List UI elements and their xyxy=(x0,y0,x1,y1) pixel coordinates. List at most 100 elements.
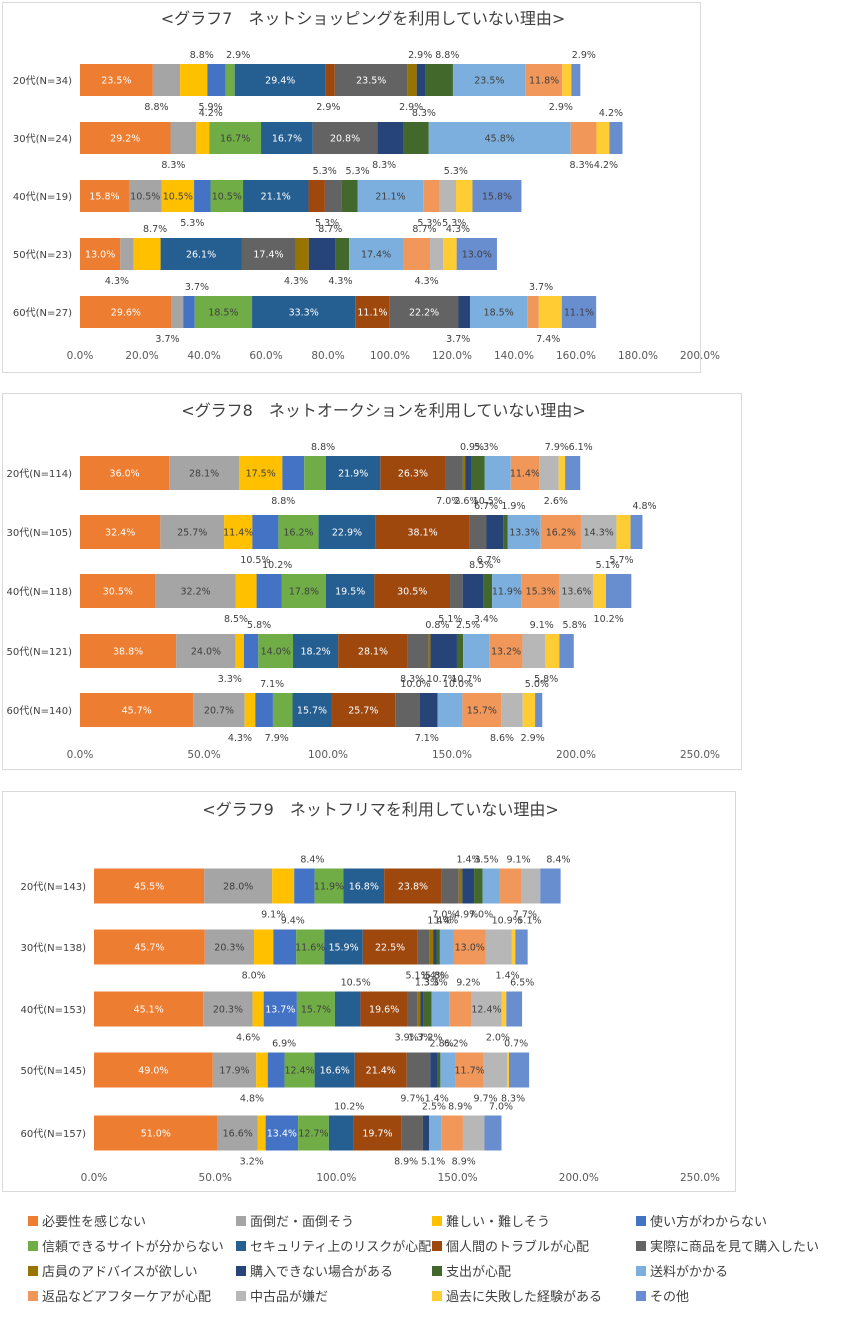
bar-segment xyxy=(357,180,424,212)
category-label: 20代(N=114) xyxy=(7,468,73,480)
data-label: 11.7% xyxy=(455,1066,485,1077)
legend-swatch xyxy=(432,1216,442,1226)
data-label: 5.3% xyxy=(444,166,468,177)
data-label: 3.9% xyxy=(395,1033,419,1044)
data-label: 10.5% xyxy=(341,978,371,989)
data-label: 17.4% xyxy=(361,250,391,261)
bar-segment xyxy=(375,515,470,549)
data-label: 7.9% xyxy=(545,442,569,453)
bar-segment xyxy=(255,693,273,727)
data-label: 7.1% xyxy=(260,679,284,690)
data-label: 5.3% xyxy=(474,442,498,453)
bar-segment xyxy=(417,991,421,1027)
data-label: 9.1% xyxy=(506,855,530,866)
bar-segment xyxy=(545,634,560,668)
data-label: 1.4% xyxy=(427,916,451,927)
bar-segment xyxy=(296,991,335,1027)
data-label: 12.4% xyxy=(284,1066,314,1077)
bar-segment xyxy=(535,693,543,727)
data-label: 17.9% xyxy=(219,1066,249,1077)
bar-segment xyxy=(456,238,497,270)
bar-segment xyxy=(252,515,279,549)
bar-segment xyxy=(593,574,607,608)
data-label: 5.8% xyxy=(247,620,271,631)
data-label: 10.5% xyxy=(212,192,242,203)
bar-segment xyxy=(243,634,259,668)
bar-segment xyxy=(428,1115,442,1151)
bar-segment xyxy=(389,296,459,328)
data-label: 15.7% xyxy=(467,706,497,717)
data-label: 5.1% xyxy=(517,916,541,927)
data-label: 5.1% xyxy=(438,614,462,625)
bar-segment xyxy=(225,64,235,96)
data-label: 25.7% xyxy=(348,706,378,717)
data-label: 13.4% xyxy=(267,1129,297,1140)
bar-segment xyxy=(80,238,121,270)
data-label: 8.4% xyxy=(546,855,570,866)
data-label: 7.0% xyxy=(489,1102,513,1113)
data-label: 8.8% xyxy=(144,102,168,113)
data-label: 4.3% xyxy=(446,224,470,235)
bar-segment xyxy=(420,991,424,1027)
data-label: 10.7% xyxy=(427,674,457,685)
x-tick-label: 200.0% xyxy=(556,749,596,761)
bar-segment xyxy=(469,515,487,549)
bar-segment xyxy=(571,64,581,96)
bar-segment xyxy=(80,634,177,668)
data-label: 11.4% xyxy=(510,469,540,480)
data-label: 4.2% xyxy=(594,160,618,171)
data-label: 9.2% xyxy=(456,978,480,989)
legend-swatch xyxy=(432,1266,442,1276)
legend-swatch xyxy=(432,1241,442,1251)
data-label: 45.5% xyxy=(134,882,164,893)
data-label: 21.1% xyxy=(261,192,291,203)
bar-segment xyxy=(511,929,516,965)
data-label: 2.6% xyxy=(454,496,478,507)
data-label: 23.5% xyxy=(101,76,131,87)
bar-segment xyxy=(272,693,293,727)
data-label: 5.3% xyxy=(345,166,369,177)
data-label: 5.3% xyxy=(313,166,337,177)
data-label: 6.2% xyxy=(444,1039,468,1050)
data-label: 5.9% xyxy=(198,102,222,113)
category-label: 20代(N=34) xyxy=(13,75,72,87)
data-label: 15.3% xyxy=(526,587,556,598)
legend-label: 送料がかかる xyxy=(650,1265,728,1280)
legend-label: 難しい・難しそう xyxy=(446,1215,550,1230)
bar-segment xyxy=(482,868,500,904)
data-label: 5.0% xyxy=(525,679,549,690)
data-label: 21.1% xyxy=(375,192,405,203)
data-label: 11.1% xyxy=(357,308,387,319)
bar-segment xyxy=(407,634,429,668)
data-label: 13.7% xyxy=(265,1005,295,1016)
data-label: 28.1% xyxy=(358,647,388,658)
bar-segment xyxy=(325,64,335,96)
legend-label: 中古品が嫌だ xyxy=(250,1290,328,1305)
data-label: 3.3% xyxy=(218,674,242,685)
bar-segment xyxy=(609,122,623,154)
x-tick-label: 200.0% xyxy=(559,1172,599,1184)
data-label: 7.4% xyxy=(536,334,560,345)
data-label: 8.5% xyxy=(469,560,493,571)
category-label: 30代(N=24) xyxy=(13,133,72,145)
bar-segment xyxy=(234,64,326,96)
bar-segment xyxy=(580,515,617,549)
bar-segment xyxy=(596,122,610,154)
x-tick-label: 0.0% xyxy=(81,1172,108,1184)
x-tick-label: 100.0% xyxy=(308,749,348,761)
legend-swatch xyxy=(28,1291,38,1301)
data-label: 3.7% xyxy=(185,282,209,293)
bar-segment xyxy=(462,693,502,727)
data-label: 8.3% xyxy=(501,1094,525,1105)
bar-segment xyxy=(294,868,315,904)
bar-segment xyxy=(462,574,484,608)
bar-segment xyxy=(152,64,181,96)
data-label: 5.3% xyxy=(442,218,466,229)
bar-segment xyxy=(525,64,563,96)
bar-segment xyxy=(456,180,473,212)
bar-segment xyxy=(272,868,295,904)
data-label: 21.9% xyxy=(338,469,368,480)
bar-segment xyxy=(80,296,172,328)
bar-segment xyxy=(515,929,528,965)
x-tick-label: 100.0% xyxy=(316,1172,356,1184)
